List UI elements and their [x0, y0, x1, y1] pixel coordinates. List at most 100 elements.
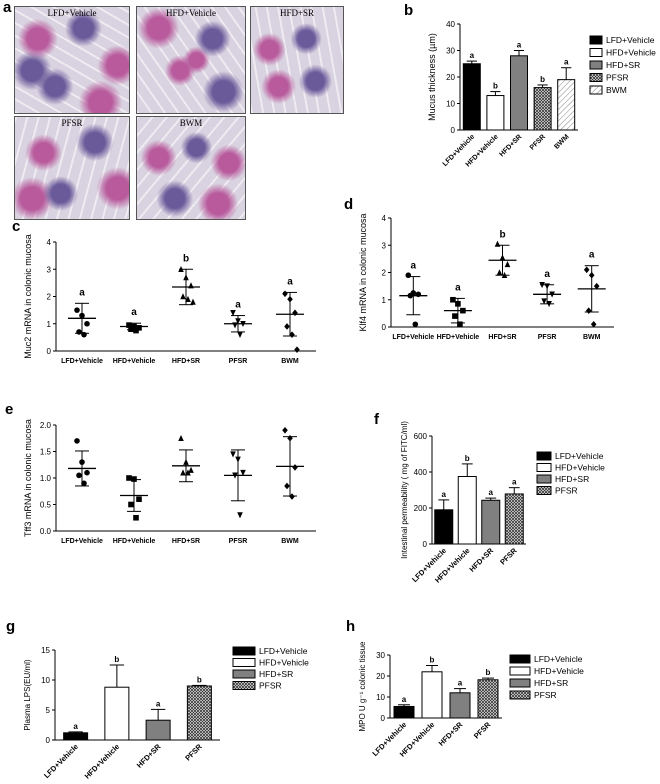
bar [421, 671, 443, 719]
y-tick-label: 10 [41, 676, 50, 685]
bar [557, 79, 576, 131]
bar [481, 499, 501, 545]
panel-letter-e: e [5, 401, 14, 418]
legend-label: PFSR [606, 73, 629, 83]
data-point [230, 310, 236, 317]
x-tick-label: BWM [281, 358, 299, 365]
legend-swatch [232, 658, 256, 667]
data-point [180, 469, 186, 476]
data-point [128, 501, 134, 508]
data-point [237, 331, 243, 338]
bar [104, 686, 130, 741]
data-point [593, 282, 600, 290]
data-point [237, 512, 243, 519]
legend-label: HFD+SR [259, 669, 293, 679]
y-tick-label: 3 [47, 265, 52, 274]
micrograph-caption: HFD+SR [279, 8, 315, 18]
significance-letter: b [493, 82, 498, 91]
y-tick-label: 400 [414, 468, 428, 477]
data-point [76, 329, 82, 335]
data-point [412, 321, 419, 328]
micrograph-hfd-sr: HFD+SR [250, 6, 344, 114]
tissue-image [137, 117, 245, 219]
y-tick-label: 15 [41, 646, 50, 655]
data-point [289, 331, 295, 338]
significance-letter: a [517, 41, 522, 50]
bar [533, 87, 552, 131]
data-point [188, 466, 194, 473]
data-point [504, 261, 511, 268]
significance-letter: a [131, 307, 137, 318]
significance-letter: b [114, 655, 119, 664]
data-point [282, 427, 288, 434]
tissue-image [15, 7, 129, 113]
scatter-chart-d: 0 1 2 3 4 Klf4 mRNA in colonic mucosa a a b a a LFD… [358, 213, 614, 341]
data-point [230, 451, 236, 458]
y-tick-label: 30 [376, 651, 385, 660]
data-point [74, 307, 80, 313]
y-tick-label: 1.5 [40, 448, 52, 457]
y-tick-label: 5 [46, 706, 51, 715]
y-tick-label: 20 [376, 672, 385, 681]
legend-swatch [589, 35, 603, 45]
data-point [284, 323, 290, 330]
legend-label: HFD+SR [534, 678, 568, 688]
data-point [282, 290, 288, 298]
data-point [84, 320, 90, 327]
micrograph-caption: LFD+Vehicle [47, 8, 97, 18]
legend-label: LFD+Vehicle [534, 654, 583, 664]
significance-letter: a [411, 261, 417, 272]
bar [434, 509, 454, 545]
bar [63, 732, 89, 741]
data-point [292, 464, 298, 471]
scatter-chart-e: 0.0 0.5 1.0 1.5 2.0 Tff3 mRNA in colonic muco… [23, 419, 316, 545]
y-tick-label: 2.0 [40, 421, 52, 430]
y-axis-label: MPO U g⁻¹ colonic tissue [358, 641, 367, 732]
legend-swatch [509, 654, 531, 664]
x-tick-label: BWM [281, 538, 299, 545]
data-point [405, 272, 412, 279]
x-tick-label: LFD+Vehicle [61, 358, 103, 365]
data-point [590, 320, 597, 328]
data-point [84, 469, 90, 476]
y-axis-label: Intestinal permeability ( mg of FITC/ml) [400, 421, 409, 559]
bar-chart-b: 0 10 20 30 40 Mucus thickness (µm) a b a b a LFD+Ve… [427, 20, 656, 169]
legend-swatch [536, 463, 552, 472]
y-tick-label: 1.0 [40, 474, 52, 483]
significance-letter: a [79, 287, 85, 298]
legend-label: HFD+Vehicle [534, 666, 584, 676]
y-tick-label: 0 [382, 323, 387, 332]
y-tick-label: 0 [47, 347, 52, 356]
bar-chart-h: 0 10 20 30 MPO U g⁻¹ colonic tissue a b a b LFD+V… [358, 641, 584, 759]
micrograph-bwm: BWM [136, 116, 246, 220]
significance-letter: a [544, 269, 550, 280]
significance-letter: b [499, 229, 505, 240]
y-tick-label: 4 [47, 238, 52, 247]
legend-label: BWM [606, 85, 627, 95]
y-tick-label: 1 [382, 296, 387, 305]
tissue-image [15, 117, 129, 219]
x-tick-label: HFD+Vehicle [83, 742, 122, 781]
significance-letter: a [489, 488, 494, 497]
tissue-image [137, 7, 245, 113]
significance-letter: b [465, 454, 470, 463]
significance-letter: b [486, 668, 491, 677]
y-tick-label: 40 [446, 20, 455, 29]
data-point [190, 298, 196, 305]
x-tick-label: PFSR [538, 334, 557, 341]
y-axis-label: Muc2 mRNA in colonic mucosa [23, 234, 33, 359]
data-point [185, 469, 191, 476]
panel-letter-f: f [374, 411, 379, 428]
y-tick-label: 2 [382, 269, 387, 278]
y-axis-label: Mucus thickness (µm) [427, 33, 437, 121]
data-point [74, 438, 80, 444]
panel-letter-b: b [404, 2, 414, 19]
bar [393, 705, 415, 719]
panel-letter-d: d [344, 196, 354, 213]
y-tick-label: 30 [446, 47, 455, 56]
tissue-image [251, 7, 343, 113]
data-point [452, 313, 458, 319]
data-point [136, 496, 142, 502]
panel-letter-g: g [6, 618, 16, 635]
significance-letter: a [512, 478, 517, 487]
